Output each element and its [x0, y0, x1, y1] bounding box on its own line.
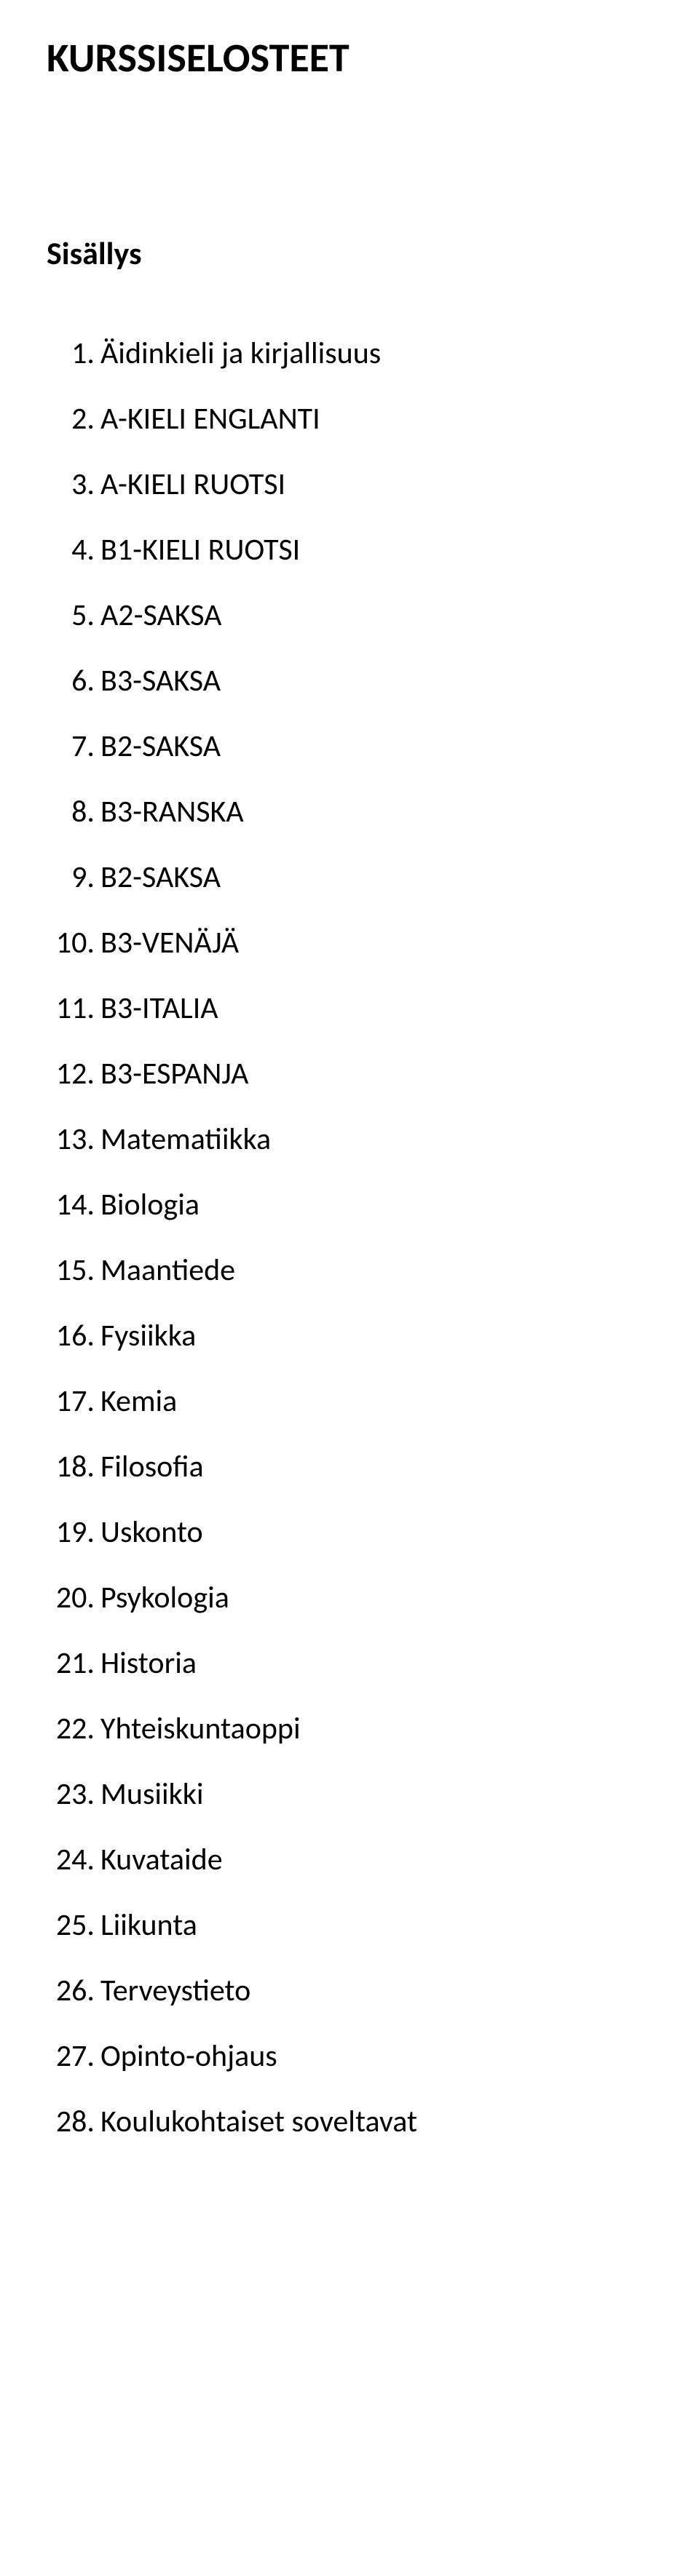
- toc-item-label: Musiikki: [100, 1776, 204, 1813]
- toc-item-label: A-KIELI ENGLANTI: [100, 400, 320, 437]
- toc-item-label: B3-ITALIA: [100, 990, 218, 1027]
- toc-item-label: Kuvataide: [100, 1841, 223, 1878]
- toc-item: 17.Kemia: [51, 1386, 652, 1417]
- toc-item-number: 24.: [51, 1845, 95, 1875]
- toc-item-number: 6.: [51, 666, 95, 696]
- toc-item-number: 16.: [51, 1321, 95, 1351]
- toc-item-label: Maantiede: [100, 1252, 235, 1289]
- toc-item-label: Koulukohtaiset soveltavat: [100, 2103, 417, 2140]
- page-title: KURSSISELOSTEET: [47, 35, 652, 82]
- toc-item-number: 5.: [51, 600, 95, 631]
- toc-item-number: 13.: [51, 1124, 95, 1155]
- toc-item-number: 17.: [51, 1386, 95, 1417]
- toc-item: 24.Kuvataide: [51, 1845, 652, 1875]
- toc-item-label: B3-RANSKA: [100, 793, 244, 830]
- toc-item: 12.B3-ESPANJA: [51, 1059, 652, 1089]
- toc-item-number: 11.: [51, 993, 95, 1024]
- toc-item-number: 12.: [51, 1059, 95, 1089]
- toc-item-label: Opinto-ohjaus: [100, 2038, 277, 2075]
- toc-item-number: 4.: [51, 535, 95, 565]
- toc-item: 6.B3-SAKSA: [51, 666, 652, 696]
- toc-item-label: Kemia: [100, 1383, 177, 1420]
- toc-item: 2.A-KIELI ENGLANTI: [51, 404, 652, 434]
- toc-item: 7.B2-SAKSA: [51, 731, 652, 762]
- toc-item-label: A-KIELI RUOTSI: [100, 466, 285, 503]
- toc-item-label: B1-KIELI RUOTSI: [100, 531, 300, 568]
- toc-item-label: Uskonto: [100, 1514, 203, 1551]
- toc-item: 22.Yhteiskuntaoppi: [51, 1714, 652, 1744]
- toc-item-label: B3-ESPANJA: [100, 1055, 248, 1092]
- toc-heading: Sisällys: [47, 234, 652, 273]
- toc-list: 1.Äidinkieli ja kirjallisuus 2.A-KIELI E…: [47, 338, 652, 2137]
- toc-item: 4.B1-KIELI RUOTSI: [51, 535, 652, 565]
- toc-item-number: 22.: [51, 1714, 95, 1744]
- toc-item: 9.B2-SAKSA: [51, 862, 652, 893]
- toc-item-number: 8.: [51, 797, 95, 827]
- toc-item-label: B3-VENÄJÄ: [100, 924, 239, 961]
- toc-item-number: 7.: [51, 731, 95, 762]
- toc-item: 23.Musiikki: [51, 1779, 652, 1810]
- toc-item: 14.Biologia: [51, 1190, 652, 1220]
- toc-item-number: 25.: [51, 1910, 95, 1941]
- toc-item-number: 15.: [51, 1255, 95, 1286]
- toc-item-number: 1.: [51, 338, 95, 369]
- toc-item-number: 18.: [51, 1452, 95, 1482]
- toc-item-label: Biologia: [100, 1186, 200, 1223]
- toc-item-label: Äidinkieli ja kirjallisuus: [100, 335, 381, 372]
- toc-item: 16.Fysiikka: [51, 1321, 652, 1351]
- toc-item: 26.Terveystieto: [51, 1976, 652, 2006]
- toc-item: 5.A2-SAKSA: [51, 600, 652, 631]
- toc-item: 13.Matematiikka: [51, 1124, 652, 1155]
- toc-item: 21.Historia: [51, 1648, 652, 1679]
- toc-item-number: 21.: [51, 1648, 95, 1679]
- document-page: KURSSISELOSTEET Sisällys 1.Äidinkieli ja…: [0, 0, 699, 2576]
- toc-item-label: A2-SAKSA: [100, 597, 221, 634]
- toc-item-number: 26.: [51, 1976, 95, 2006]
- toc-item: 1.Äidinkieli ja kirjallisuus: [51, 338, 652, 369]
- toc-item-label: Liikunta: [100, 1907, 197, 1944]
- toc-item-label: B2-SAKSA: [100, 728, 221, 765]
- toc-item: 8.B3-RANSKA: [51, 797, 652, 827]
- toc-item-label: Matematiikka: [100, 1121, 271, 1158]
- toc-item: 28.Koulukohtaiset soveltavat: [51, 2107, 652, 2137]
- toc-item: 20.Psykologia: [51, 1583, 652, 1613]
- toc-item-number: 9.: [51, 862, 95, 893]
- toc-item-label: Yhteiskuntaoppi: [100, 1710, 301, 1747]
- toc-item-number: 28.: [51, 2107, 95, 2137]
- toc-item-label: Psykologia: [100, 1579, 229, 1616]
- toc-item-number: 19.: [51, 1517, 95, 1548]
- toc-item-number: 2.: [51, 404, 95, 434]
- toc-item: 10.B3-VENÄJÄ: [51, 928, 652, 958]
- toc-item: 11.B3-ITALIA: [51, 993, 652, 1024]
- toc-item: 3.A-KIELI RUOTSI: [51, 469, 652, 500]
- toc-item-label: B2-SAKSA: [100, 859, 221, 896]
- toc-item-label: Fysiikka: [100, 1317, 196, 1354]
- toc-item: 27.Opinto-ohjaus: [51, 2041, 652, 2072]
- toc-item-number: 10.: [51, 928, 95, 958]
- toc-item: 15.Maantiede: [51, 1255, 652, 1286]
- toc-item-number: 20.: [51, 1583, 95, 1613]
- toc-item-label: Filosofia: [100, 1448, 204, 1485]
- toc-item: 18.Filosofia: [51, 1452, 652, 1482]
- toc-item-number: 27.: [51, 2041, 95, 2072]
- toc-item-label: Terveystieto: [100, 1972, 250, 2009]
- toc-item: 25.Liikunta: [51, 1910, 652, 1941]
- toc-item-label: B3-SAKSA: [100, 662, 221, 699]
- toc-item: 19.Uskonto: [51, 1517, 652, 1548]
- toc-item-number: 14.: [51, 1190, 95, 1220]
- toc-item-label: Historia: [100, 1645, 197, 1682]
- toc-item-number: 23.: [51, 1779, 95, 1810]
- toc-item-number: 3.: [51, 469, 95, 500]
